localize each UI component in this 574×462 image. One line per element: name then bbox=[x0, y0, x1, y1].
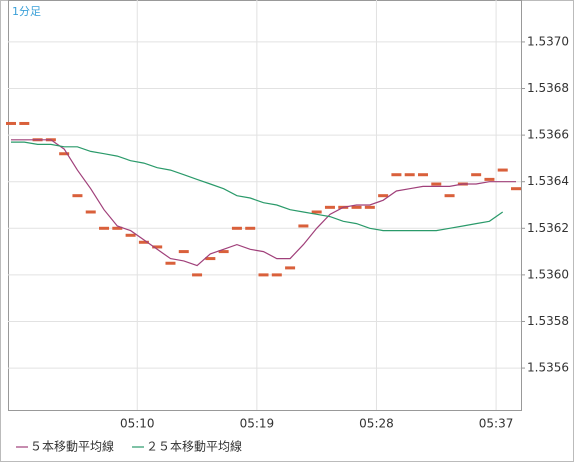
price-dash bbox=[351, 205, 362, 209]
x-tick-label: 05:37 bbox=[479, 417, 514, 431]
price-dash bbox=[484, 177, 495, 181]
plot-area bbox=[8, 0, 522, 411]
price-dash bbox=[59, 152, 70, 156]
legend-label: ５本移動平均線 bbox=[30, 439, 114, 454]
legend-label: ２５本移動平均線 bbox=[146, 439, 242, 454]
price-dash bbox=[497, 168, 508, 172]
price-dash bbox=[152, 245, 163, 249]
y-tick-label: 1.5370 bbox=[527, 34, 569, 48]
price-dash bbox=[125, 233, 136, 237]
price-dash bbox=[19, 121, 30, 125]
price-dash bbox=[324, 205, 335, 209]
x-tick-label: 05:10 bbox=[120, 417, 155, 431]
y-tick-label: 1.5358 bbox=[527, 314, 569, 328]
y-tick-label: 1.5366 bbox=[527, 128, 569, 142]
price-dash bbox=[6, 121, 16, 125]
price-dash bbox=[471, 173, 482, 177]
price-dash bbox=[298, 224, 309, 228]
price-dash bbox=[271, 273, 282, 277]
price-dash bbox=[205, 257, 216, 261]
x-tick-label: 05:19 bbox=[240, 417, 275, 431]
price-dash bbox=[99, 226, 110, 230]
ma-line bbox=[11, 141, 504, 232]
y-tick-label: 1.5360 bbox=[527, 267, 569, 281]
price-dash bbox=[218, 250, 229, 254]
x-tick-label: 05:28 bbox=[359, 417, 394, 431]
y-tick-label: 1.5368 bbox=[527, 81, 569, 95]
price-dash bbox=[391, 173, 402, 177]
price-dash bbox=[378, 194, 389, 198]
price-dash bbox=[444, 194, 455, 198]
price-dash bbox=[404, 173, 415, 177]
price-dash bbox=[85, 210, 96, 214]
price-dash bbox=[431, 182, 442, 186]
price-dash bbox=[112, 226, 123, 230]
y-tick-label: 1.5364 bbox=[527, 174, 569, 188]
price-dash bbox=[258, 273, 269, 277]
price-dash bbox=[285, 266, 296, 270]
chart-title: 1分足 bbox=[12, 5, 41, 18]
price-dash bbox=[511, 187, 522, 191]
price-dash bbox=[417, 173, 428, 177]
price-dash bbox=[231, 226, 242, 230]
price-dash bbox=[192, 273, 203, 277]
price-dash bbox=[364, 205, 375, 209]
price-dash bbox=[245, 226, 256, 230]
y-tick-label: 1.5356 bbox=[527, 361, 569, 375]
ma-line bbox=[11, 139, 516, 267]
y-tick-label: 1.5362 bbox=[527, 221, 569, 235]
price-dash bbox=[165, 261, 176, 265]
price-dash bbox=[72, 194, 83, 198]
price-dash bbox=[138, 240, 149, 244]
price-dash bbox=[178, 250, 189, 254]
price-dash bbox=[311, 210, 322, 214]
